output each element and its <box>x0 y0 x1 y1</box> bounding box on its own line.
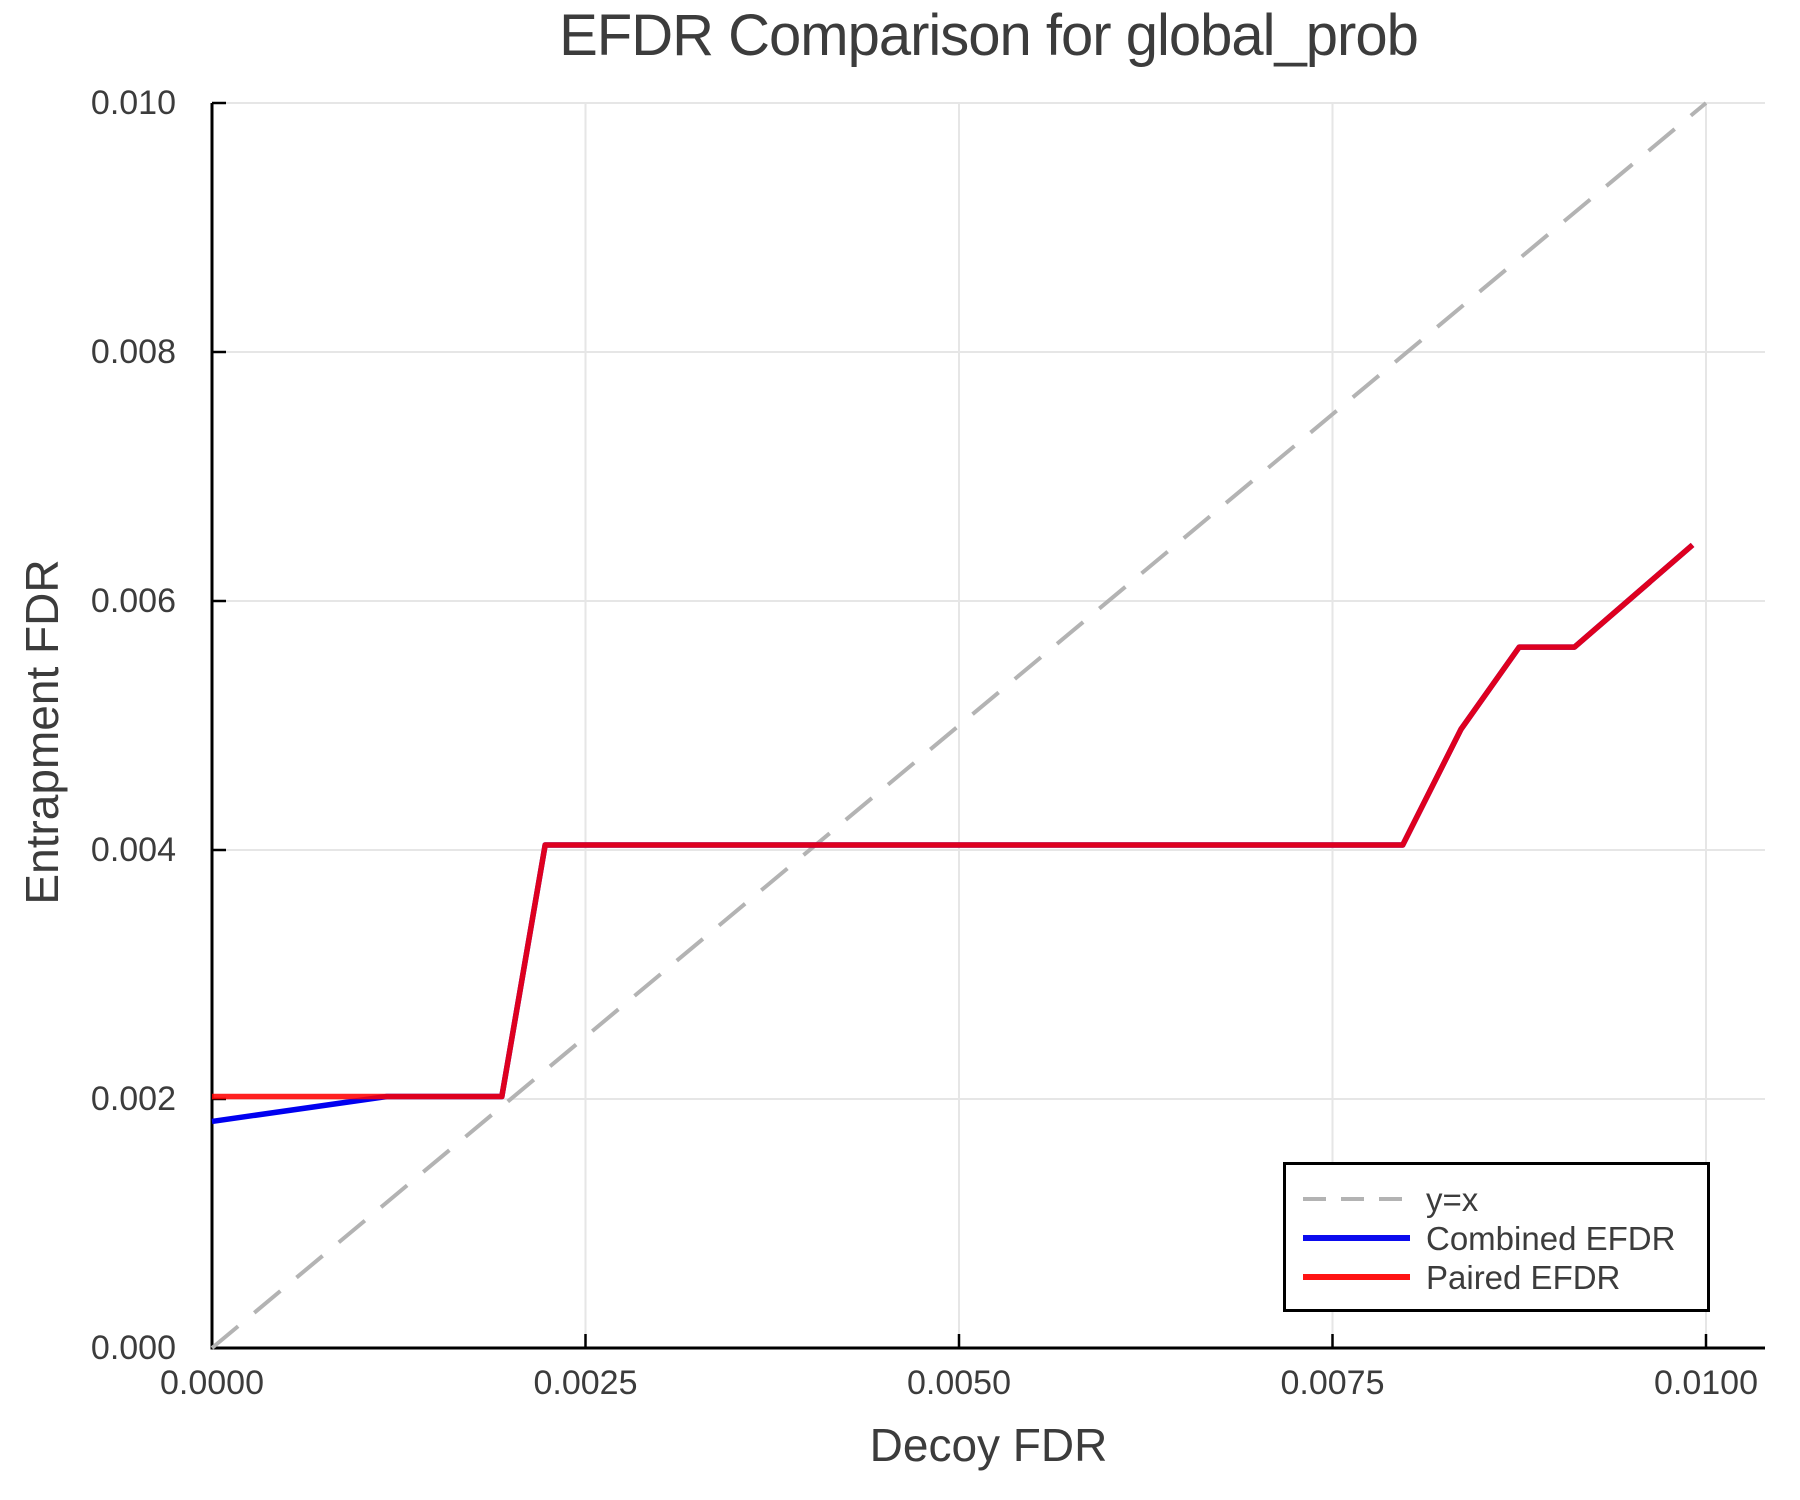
blue-line-swatch <box>1303 1235 1410 1241</box>
x-axis-label: Decoy FDR <box>869 1419 1108 1471</box>
red-line-swatch <box>1303 1274 1410 1280</box>
legend-label: Paired EFDR <box>1426 1258 1621 1296</box>
x-tick-label: 0.0025 <box>533 1364 638 1402</box>
x-tick-label: 0.0100 <box>1654 1364 1758 1402</box>
paired-efdr-line <box>212 542 1695 1100</box>
x-tick-label: 0.0050 <box>907 1364 1011 1402</box>
y-tick-label: 0.000 <box>90 1329 176 1367</box>
combined-efdr-line <box>211 542 1695 1125</box>
legend-item-combined-efdr: Combined EFDR <box>1303 1219 1697 1258</box>
legend-box: y=x Combined EFDR Paired EFDR <box>1283 1162 1710 1312</box>
legend-item-y-equals-x: y=x <box>1303 1180 1697 1219</box>
chart-title: EFDR Comparison for global_prob <box>559 3 1419 68</box>
x-tick-label: 0.0075 <box>1280 1364 1385 1402</box>
legend-item-paired-efdr: Paired EFDR <box>1303 1258 1697 1297</box>
legend-label: y=x <box>1426 1180 1479 1218</box>
y-tick-label: 0.006 <box>90 582 176 620</box>
x-tick-label: 0.0000 <box>160 1364 264 1402</box>
y-tick-label: 0.004 <box>90 831 176 869</box>
y-equals-x-line <box>210 101 1708 1350</box>
dashed-line-swatch <box>1303 1197 1410 1201</box>
legend-label: Combined EFDR <box>1426 1219 1676 1257</box>
y-axis-label: Entrapment FDR <box>16 559 68 905</box>
axis-spines <box>210 103 1765 1350</box>
y-tick-label: 0.002 <box>90 1080 176 1118</box>
y-tick-label: 0.008 <box>90 333 176 371</box>
y-tick-label: 0.010 <box>90 84 176 122</box>
